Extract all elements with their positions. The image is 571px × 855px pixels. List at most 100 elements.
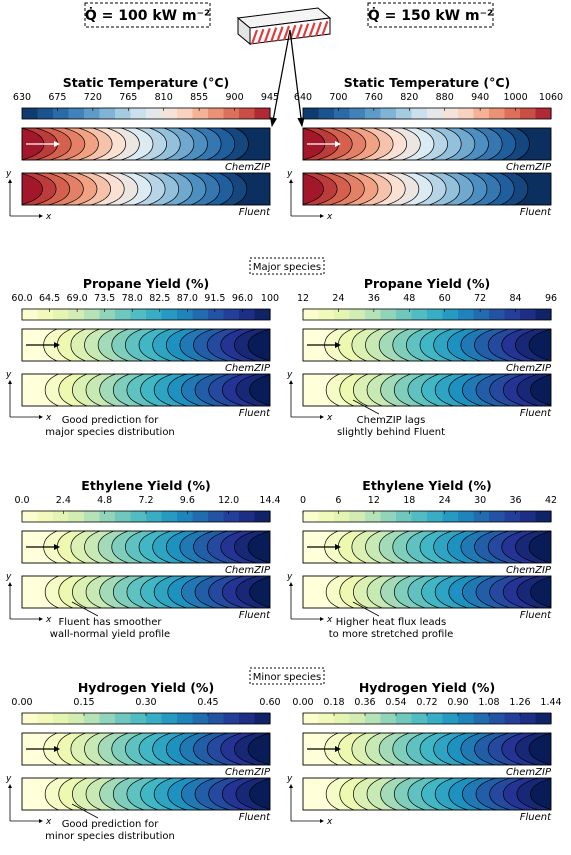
label-fluent: Fluent bbox=[520, 408, 552, 419]
contour-band bbox=[530, 374, 551, 406]
colorbar-tick-label: 0.45 bbox=[197, 697, 218, 708]
annotation-text: slightly behind Fluent bbox=[337, 427, 445, 438]
heat-hatch-mark bbox=[250, 29, 259, 45]
contour-strip-fluent: Fluent bbox=[302, 373, 552, 419]
colorbar-tick-label: 2.4 bbox=[56, 495, 71, 506]
colorbar-bin bbox=[427, 309, 444, 320]
colorbar-bin bbox=[68, 108, 85, 119]
colorbar-tick-label: 765 bbox=[119, 92, 137, 103]
colorbar-title: Ethylene Yield (%) bbox=[81, 478, 210, 493]
coordinate-axes: yx bbox=[5, 572, 52, 625]
heat-hatch-mark bbox=[314, 21, 323, 37]
colorbar-tick-label: 82.5 bbox=[149, 293, 170, 304]
colorbar-title: Static Temperature (°C) bbox=[344, 75, 511, 90]
colorbar-bin bbox=[239, 713, 256, 724]
annotation-text: ChemZIP lags bbox=[357, 415, 426, 426]
annotation-pointer bbox=[352, 601, 380, 617]
colorbar-tick-label: 1.26 bbox=[509, 697, 530, 708]
label-fluent: Fluent bbox=[239, 812, 271, 823]
x-axis-arrowhead bbox=[39, 819, 43, 823]
strip-frame bbox=[21, 328, 271, 362]
colorbar-bin bbox=[115, 108, 132, 119]
colorbar-tick-label: 0.36 bbox=[354, 697, 375, 708]
label-fluent: Fluent bbox=[239, 610, 271, 621]
x-axis-arrowhead bbox=[320, 214, 324, 218]
colorbar-title: Propane Yield (%) bbox=[364, 276, 490, 291]
colorbar-tick-label: 6 bbox=[335, 495, 341, 506]
colorbar-bin bbox=[535, 108, 552, 119]
contour-strip-chemzip: ChemZIP bbox=[21, 328, 271, 374]
strip-frame bbox=[302, 732, 552, 766]
y-axis-arrowhead bbox=[289, 179, 293, 183]
contour-band bbox=[247, 329, 270, 361]
colorbar-bin bbox=[365, 511, 382, 522]
contour-strip-fluent: Fluent bbox=[302, 575, 552, 621]
colorbar-bin bbox=[37, 108, 54, 119]
label-chemzip: ChemZIP bbox=[506, 363, 552, 374]
strip-frame bbox=[21, 530, 271, 564]
colorbar-bin bbox=[303, 511, 320, 522]
colorbar-tick-label: 820 bbox=[400, 92, 418, 103]
heat-hatch-mark bbox=[263, 28, 271, 43]
contour-band bbox=[22, 173, 43, 205]
colorbar-tick-label: 0.90 bbox=[447, 697, 468, 708]
coordinate-axes: yx bbox=[5, 370, 52, 423]
strip-frame bbox=[302, 328, 552, 362]
colorbar-bin bbox=[411, 309, 428, 320]
colorbar-tick-label: 36 bbox=[368, 293, 380, 304]
contour-strip-chemzip: ChemZIP bbox=[302, 328, 552, 374]
label-chemzip: ChemZIP bbox=[506, 162, 552, 173]
colorbar-bin bbox=[504, 108, 521, 119]
contour-band bbox=[249, 374, 270, 406]
colorbar-tick-label: 9.6 bbox=[180, 495, 195, 506]
colorbar-bin bbox=[208, 511, 225, 522]
section-label-minor: Minor species bbox=[249, 667, 325, 685]
label-fluent: Fluent bbox=[239, 207, 271, 218]
colorbar-tick-label: 675 bbox=[48, 92, 66, 103]
contour-bands bbox=[43, 733, 270, 765]
colorbar bbox=[302, 308, 552, 321]
contour-bands bbox=[324, 531, 551, 563]
contour-strip-fluent: Fluent bbox=[21, 575, 271, 621]
colorbar-bin bbox=[427, 511, 444, 522]
colorbar-tick-label: 96.0 bbox=[232, 293, 253, 304]
colorbar-frame bbox=[302, 510, 552, 523]
colorbar-bin bbox=[146, 713, 163, 724]
coordinate-axes: yx bbox=[5, 169, 52, 222]
colorbar-bin bbox=[334, 108, 351, 119]
colorbar-tick-label: 855 bbox=[190, 92, 208, 103]
colorbar-tick-label: 12 bbox=[368, 495, 380, 506]
contour-strip-fluent: Fluent bbox=[302, 777, 552, 823]
header: Q̇ = 100 kW m⁻² Q̇ = 150 kW m⁻² bbox=[84, 2, 494, 128]
colorbar-bin bbox=[489, 511, 506, 522]
coordinate-axes: yx bbox=[286, 572, 333, 625]
colorbar-bin bbox=[349, 511, 366, 522]
annotation-text: to more stretched profile bbox=[329, 629, 454, 640]
colorbar-bin bbox=[161, 309, 178, 320]
strip-frame bbox=[302, 172, 552, 206]
colorbar-bin bbox=[411, 108, 428, 119]
strip-frame bbox=[302, 373, 552, 407]
colorbar-tick-label: 640 bbox=[294, 92, 312, 103]
colorbar-tick-label: 0.15 bbox=[73, 697, 94, 708]
colorbar-tick-label: 7.2 bbox=[138, 495, 153, 506]
colorbar-bin bbox=[53, 108, 70, 119]
contour-band bbox=[247, 733, 270, 765]
flow-arrowhead bbox=[54, 746, 60, 752]
colorbar-bin bbox=[318, 108, 335, 119]
colorbar-bin bbox=[130, 713, 147, 724]
colorbar-bin bbox=[208, 108, 225, 119]
x-axis-label: x bbox=[45, 615, 52, 625]
contour-band bbox=[249, 576, 270, 608]
label-fluent: Fluent bbox=[520, 207, 552, 218]
annotation-text: Higher heat flux leads bbox=[336, 617, 447, 628]
contour-bands bbox=[324, 329, 551, 361]
colorbar-bin bbox=[473, 713, 490, 724]
x-axis-label: x bbox=[326, 615, 333, 625]
contour-band bbox=[528, 531, 551, 563]
annotation-text: Good prediction for bbox=[62, 415, 160, 426]
colorbar-bin bbox=[84, 713, 101, 724]
colorbar-tick-label: 900 bbox=[226, 92, 244, 103]
